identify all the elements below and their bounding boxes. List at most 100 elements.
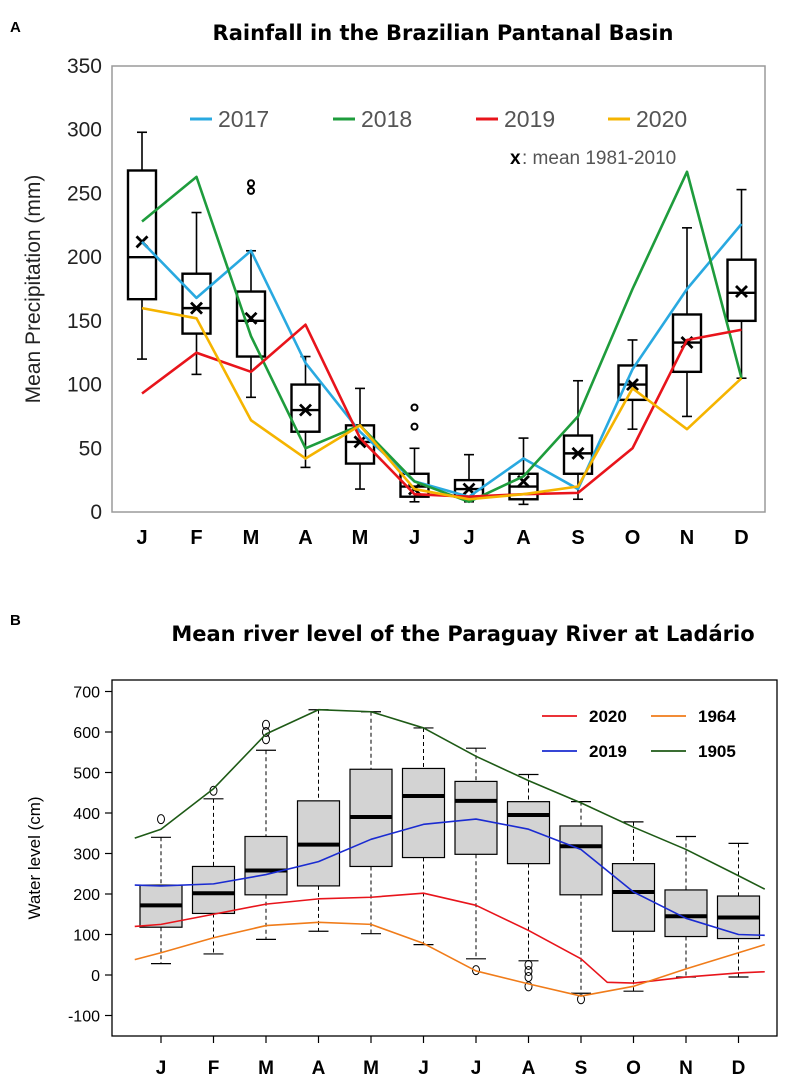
panel-b-month-label: F <box>208 1058 220 1079</box>
panel-a-legend-label-2018: 2018 <box>361 106 412 132</box>
panel-a-box-body <box>235 290 267 358</box>
panel-a-series-2018-line <box>141 170 743 504</box>
panel-b-box-10 <box>611 821 656 992</box>
panel-a-month-label: M <box>352 527 369 549</box>
panel-b-y-tick-label: 300 <box>73 847 100 864</box>
panel-a-y-axis-label: Mean Precipitation (mm) <box>22 175 45 404</box>
panel-a-box-9 <box>562 379 594 501</box>
panel-a-box-11 <box>671 227 703 418</box>
panel-b-month-label: M <box>363 1058 379 1079</box>
panel-b-box-body <box>401 767 446 859</box>
panel-a-month-label: D <box>734 527 748 549</box>
panel-b-series-1905-line <box>134 708 766 890</box>
panel-b-y-tick-label: -100 <box>68 1009 100 1026</box>
panel-a-series-2017-line <box>141 223 743 499</box>
panel-b-box-body <box>611 863 656 932</box>
panel-b-month-label: J <box>156 1058 167 1079</box>
panel-a-letter: A <box>10 19 21 36</box>
panel-a-legend-label-2017: 2017 <box>218 106 269 132</box>
panel-b-series-2020-line <box>134 892 765 984</box>
panel-b-outlier-point <box>577 994 585 1005</box>
panel-a-month-label: J <box>136 527 147 549</box>
panel-b-outlier-point <box>524 959 533 970</box>
panel-a-mean-marker <box>735 285 748 299</box>
panel-b-y-tick-label: 700 <box>73 685 100 702</box>
panel-b-y-tick-label: 200 <box>73 887 100 904</box>
panel-b-plot-frame <box>111 679 778 1037</box>
panel-b-legend: 2020 1964 2019 1905 <box>542 707 736 761</box>
panel-b-box-1 <box>139 814 183 965</box>
panel-b-month-label: J <box>471 1058 482 1079</box>
panel-a-outlier-point <box>247 186 255 195</box>
panel-a-y-tick-label: 100 <box>67 374 102 397</box>
panel-a-y-tick-label: 350 <box>67 55 102 78</box>
panel-a-legend-mean-symbol: x <box>510 148 521 169</box>
panel-b-box-6 <box>401 727 446 946</box>
panel-b-box-body <box>191 865 236 915</box>
panel-a-box-12 <box>726 188 757 380</box>
panel-b-box-12 <box>716 842 761 978</box>
panel-b-outlier-point <box>524 965 533 976</box>
panel-b-series-lines <box>134 708 766 997</box>
panel-b-outlier-point <box>262 719 270 730</box>
panel-b-y-tick-label: 0 <box>91 968 100 985</box>
panel-a-legend: 2017 2018 2019 2020 x: mean 1981-2010 <box>190 106 687 169</box>
panel-a-series-2020-line <box>141 306 743 501</box>
panel-b-boxes <box>139 709 761 1005</box>
panel-b-box-body <box>664 889 708 938</box>
panel-b-series-1964-line <box>134 921 765 997</box>
panel-a-box-4 <box>290 355 321 469</box>
panel-b-title: Mean river level of the Paraguay River a… <box>171 622 754 646</box>
panel-a-series-lines <box>141 170 743 504</box>
panel-b-month-label: S <box>575 1058 588 1079</box>
panel-b-box-11 <box>664 835 708 978</box>
panel-b-legend-label-2019: 2019 <box>589 742 627 761</box>
panel-a-box-1 <box>126 131 158 360</box>
panel-a-outlier-point <box>410 422 419 431</box>
panel-b-box-9 <box>559 801 603 1005</box>
panel-b-month-label: D <box>732 1058 746 1079</box>
panel-a-month-label: J <box>463 527 474 549</box>
panel-a-outlier-point <box>410 403 419 412</box>
panel-b-month-label: J <box>418 1058 429 1079</box>
panel-a-mean-marker <box>190 301 203 315</box>
panel-a-month-label: N <box>680 527 694 549</box>
panel-a-mean-marker <box>353 435 367 449</box>
panel-a-box-2 <box>181 211 212 376</box>
panel-b-box-5 <box>349 711 393 935</box>
panel-b-box-body <box>506 801 551 865</box>
panel-b-month-label: A <box>522 1058 536 1079</box>
panel-b-series-2019-line <box>134 818 765 937</box>
panel-b-month-label: M <box>258 1058 274 1079</box>
panel-b-y-axis-label: Water level (cm) <box>25 796 44 919</box>
panel-a-month-label: F <box>190 527 202 549</box>
panel-b-outlier-point <box>524 972 533 983</box>
panel-b-box-2 <box>191 785 236 955</box>
panel-a-mean-marker <box>299 403 312 417</box>
panel-b-y-tick-label: 600 <box>73 725 100 742</box>
panel-b-y-tick-label: 500 <box>73 766 100 783</box>
panel-b-outlier-point <box>472 965 480 976</box>
panel-b-month-label: O <box>626 1058 641 1079</box>
panel-a-month-label: O <box>625 527 641 549</box>
panel-b-box-body <box>454 780 498 855</box>
panel-a-legend-label-2020: 2020 <box>636 106 687 132</box>
panel-b-y-tick-label: 100 <box>73 928 100 945</box>
panel-a-title: Rainfall in the Brazilian Pantanal Basin <box>213 21 674 45</box>
panel-a-y-tick-label: 150 <box>67 310 102 333</box>
panel-a-legend-label-2019: 2019 <box>504 106 555 132</box>
panel-b-month-label: A <box>312 1058 326 1079</box>
panel-b-y-tick-label: 400 <box>73 806 100 823</box>
panel-b-box-7 <box>454 747 498 976</box>
panel-a-plot-frame <box>111 65 766 513</box>
panel-b-letter: B <box>10 612 21 629</box>
panel-b-legend-label-1964: 1964 <box>698 707 736 726</box>
panel-b-outlier-point <box>157 814 165 825</box>
panel-a-outlier-point <box>247 179 255 188</box>
panel-b-month-label: N <box>679 1058 693 1079</box>
panel-b-box-4 <box>296 709 341 932</box>
panel-a-y-tick-label: 50 <box>79 437 102 460</box>
panel-a-y-tick-label: 0 <box>90 501 102 524</box>
panel-b-y-ticks: -100 0 100 200 300 400 500 600 700 <box>68 685 112 1026</box>
